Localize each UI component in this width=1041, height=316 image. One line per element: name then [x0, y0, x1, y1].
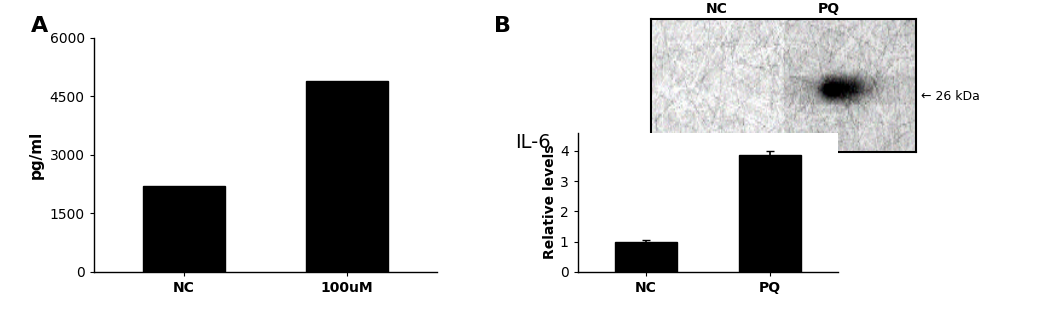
Bar	[739, 155, 801, 272]
Bar	[143, 186, 225, 272]
Text: IL-6: IL-6	[515, 133, 551, 152]
Y-axis label: Relative levels: Relative levels	[543, 145, 557, 259]
Y-axis label: pg/ml: pg/ml	[29, 131, 44, 179]
Text: A: A	[31, 15, 49, 36]
Text: ← 26 kDa: ← 26 kDa	[921, 90, 981, 103]
Bar	[615, 241, 677, 272]
Text: B: B	[494, 15, 511, 36]
Text: NC: NC	[706, 2, 728, 16]
Bar	[306, 81, 388, 272]
Text: PQ: PQ	[817, 2, 839, 16]
